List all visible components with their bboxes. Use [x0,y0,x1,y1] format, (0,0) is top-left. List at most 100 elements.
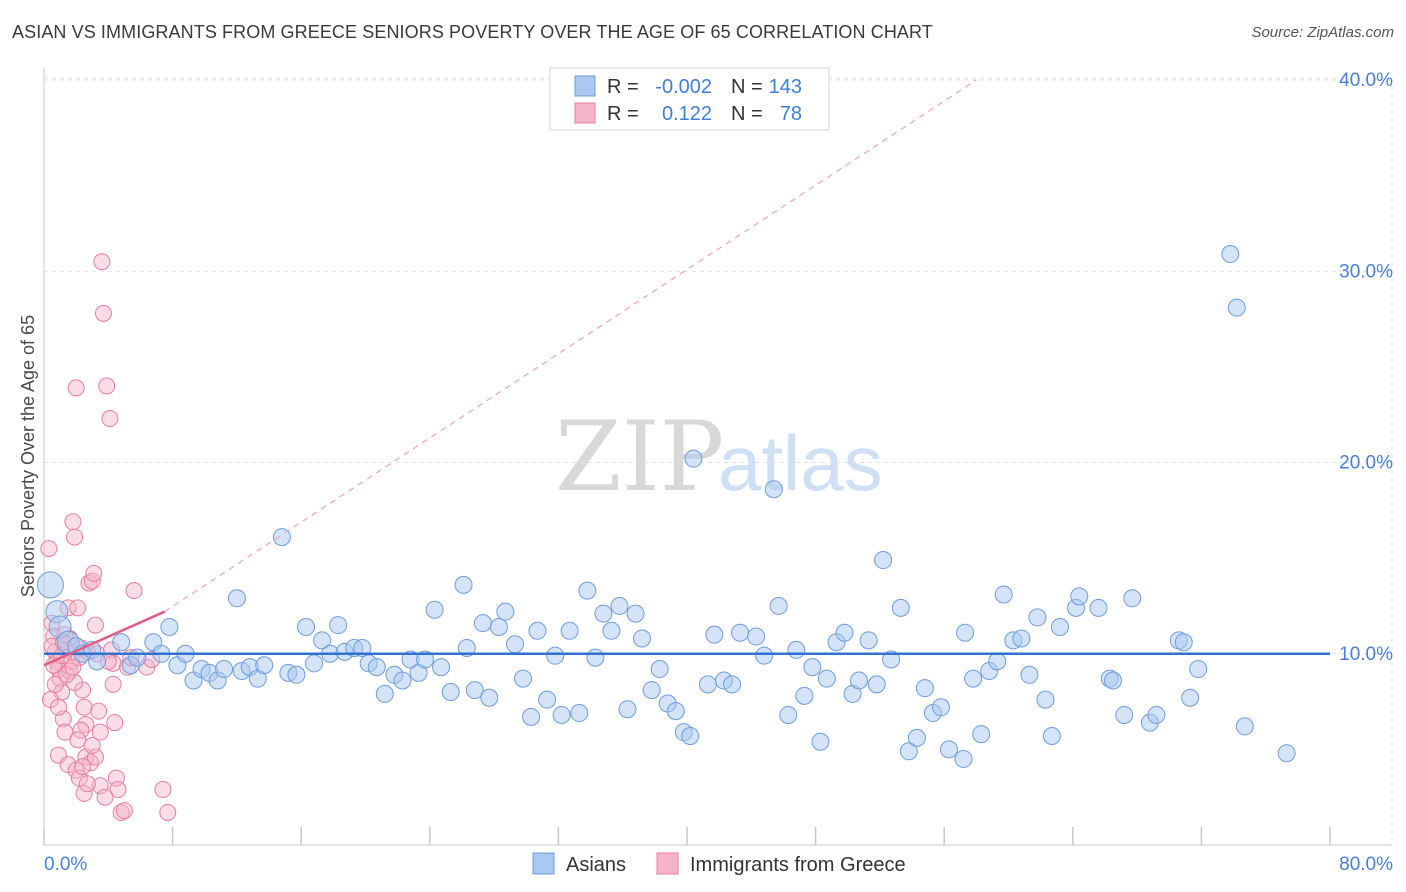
stats-r-greece: 0.122 [662,103,712,125]
greece-point [96,788,114,806]
asian-point [954,749,973,768]
greece-point [80,574,98,592]
greece-point [93,253,111,271]
axes [43,68,1392,846]
asian-point [817,669,836,688]
asian-point [1174,633,1193,652]
legend-swatch-asians [532,852,555,875]
asian-point [36,571,64,599]
stats-r-label-greece: R = [607,103,639,125]
asian-point [610,596,629,615]
asian-point [795,686,814,705]
asian-point [684,449,703,468]
greece-point [66,528,84,546]
asian-point [882,650,901,669]
asian-point [632,629,651,648]
greece-point [77,716,95,734]
asian-point [602,621,621,640]
asian-point [305,654,324,673]
asian-point [160,617,179,636]
y-tick-label: 40.0% [1339,70,1393,91]
asian-point [859,631,878,650]
stats-n-asians: 143 [769,76,802,98]
asian-point [626,604,645,623]
asian-point [972,725,991,744]
asian-point [787,640,806,659]
asian-point [1221,245,1240,264]
asian-point [505,635,524,654]
greece-point [101,410,119,428]
asian-point [764,480,783,499]
greece-point [75,784,93,802]
stats-legend-box [549,67,830,131]
legend-label-asians: Asians [566,854,626,876]
asian-point [1227,298,1246,317]
asian-point [988,652,1007,671]
x-tick-label-max: 80.0% [1339,854,1393,875]
asian-point [769,596,788,615]
greece-point [98,377,116,395]
asian-point [1050,617,1069,636]
trend-lines [43,79,1330,667]
greece-point [109,781,127,799]
trend-line-greece-extended [164,79,977,613]
greece-point [64,513,82,531]
asian-point [465,681,484,700]
asian-point [528,621,547,640]
stats-n-label-asians: N = [731,76,763,98]
asian-point [375,684,394,703]
asian-point [457,639,476,658]
asian-point [650,660,669,679]
asian-point [570,704,589,723]
series-asians-points [36,245,1296,768]
asian-point [496,602,515,621]
asian-point [835,623,854,642]
greece-point [67,379,85,397]
asian-point [698,675,717,694]
greece-point [69,731,87,749]
greece-point [74,758,92,776]
series-legend: Asians Immigrants from Greece [532,852,906,876]
asian-point [755,646,774,665]
greece-point [90,702,108,720]
asian-point [329,616,348,635]
greece-point [75,698,93,716]
asian-point [642,681,661,700]
greece-point [69,599,87,617]
trend-line-greece [43,610,166,667]
asian-point [287,665,306,684]
stats-n-greece: 78 [780,103,802,125]
asian-point [538,690,557,709]
asian-point [1235,717,1254,736]
asian-point [1103,671,1122,690]
stats-swatch-asians [574,75,596,97]
asian-point [1115,705,1134,724]
greece-point [154,781,172,799]
asian-point [915,679,934,698]
asian-point [272,528,291,547]
greece-point [40,540,58,558]
asian-point [1012,629,1031,648]
greece-point [104,675,122,693]
stats-swatch-greece [574,102,596,124]
asian-point [803,658,822,677]
asian-point [546,646,565,665]
asian-point [1189,660,1208,679]
asian-point [255,656,274,675]
asian-point [1036,690,1055,709]
asian-point [560,621,579,640]
asian-point [731,623,750,642]
asian-point [1147,705,1166,724]
asian-point [1089,598,1108,617]
asian-point [874,551,893,570]
chart-title: ASIAN VS IMMIGRANTS FROM GREECE SENIORS … [12,22,933,42]
greece-point [78,775,96,793]
asian-point [1070,587,1089,606]
asian-point [425,600,444,619]
asian-point [514,669,533,688]
asian-point [313,631,332,650]
asian-point [964,669,983,688]
stats-legend: R = -0.002 N = 143 R = 0.122 N = 78 [549,67,830,131]
asian-point [552,705,571,724]
greece-point [112,803,130,821]
